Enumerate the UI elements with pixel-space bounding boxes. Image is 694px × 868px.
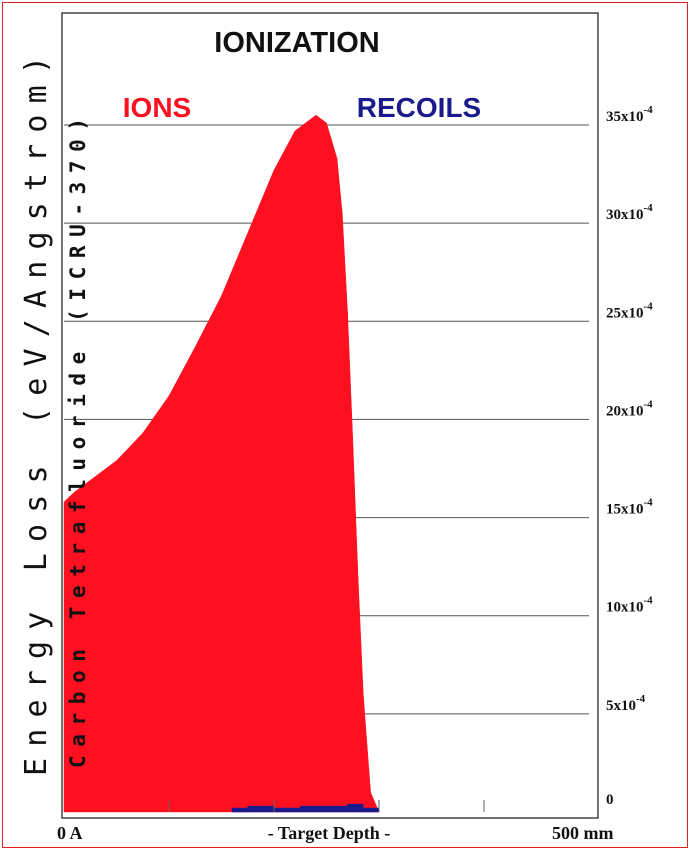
legend-recoils-label: RECOILS	[357, 92, 481, 123]
area-segment	[347, 803, 364, 813]
x-axis-label: - Target Depth -	[268, 823, 391, 843]
series-recoils	[231, 803, 380, 813]
area-segment	[231, 807, 248, 813]
series-layer	[63, 114, 380, 813]
area-segment	[294, 114, 317, 813]
area-segment	[195, 295, 222, 813]
y-tick-label: 5x10-4	[606, 693, 646, 714]
series-ions	[63, 114, 380, 813]
x-tick-label-end: 500 mm	[552, 823, 614, 843]
area-segment	[221, 232, 248, 813]
area-segment	[168, 346, 196, 813]
area-segment	[90, 460, 117, 813]
y-tick-label: 15x10-4	[606, 497, 653, 518]
chart-title: IONIZATION	[214, 27, 379, 59]
y-tick-labels: 0 5x10-4 10x10-4 15x10-4 20x10-4 25x10-4 30x10…	[606, 104, 653, 808]
legend-ions-label: IONS	[123, 92, 191, 123]
area-segment	[326, 805, 348, 813]
area-segment	[273, 807, 301, 813]
outer-frame	[2, 2, 688, 848]
y-tick-label: 25x10-4	[606, 300, 653, 321]
x-tick-label-start: 0 A	[57, 823, 83, 843]
area-segment	[315, 114, 327, 813]
area-segment	[342, 213, 348, 813]
area-segment	[247, 805, 275, 813]
y-tick-label: 10x10-4	[606, 595, 653, 616]
area-segment	[363, 807, 380, 813]
target-material-label: Carbon Tetrafluoride (ICRU-370)	[66, 118, 90, 768]
area-segment	[300, 805, 327, 813]
y-tick-label: 30x10-4	[606, 202, 653, 223]
area-segment	[326, 122, 338, 813]
area-segment	[247, 170, 275, 813]
y-tick-label: 20x10-4	[606, 398, 653, 419]
area-segment	[142, 395, 170, 813]
area-segment	[273, 130, 296, 813]
x-tick-marks	[168, 800, 485, 812]
area-segment	[336, 158, 343, 813]
y-tick-label: 0	[606, 792, 614, 808]
y-axis-label: Energy Loss (eV/Angstrom)	[19, 56, 54, 776]
area-segment	[116, 432, 143, 813]
y-tick-label: 35x10-4	[606, 104, 653, 125]
